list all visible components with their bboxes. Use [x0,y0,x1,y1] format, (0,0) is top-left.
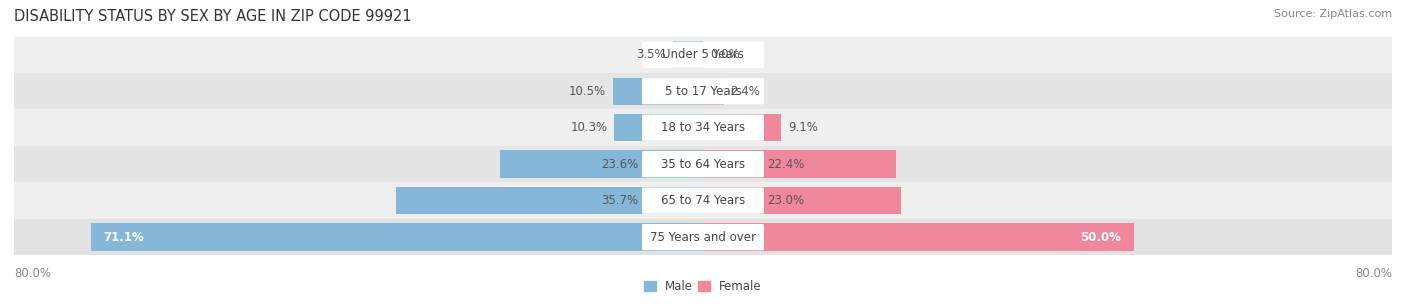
Text: 71.1%: 71.1% [104,231,145,244]
Bar [673,41,703,68]
FancyBboxPatch shape [643,151,763,177]
FancyBboxPatch shape [14,109,1392,146]
Text: 75 Years and over: 75 Years and over [650,231,756,244]
Bar [703,223,1133,251]
Legend: Male, Female: Male, Female [640,275,766,298]
Text: 10.5%: 10.5% [568,85,606,98]
Text: 3.5%: 3.5% [637,48,666,61]
Text: 80.0%: 80.0% [1355,267,1392,280]
Text: 18 to 34 Years: 18 to 34 Years [661,121,745,134]
Text: 5 to 17 Years: 5 to 17 Years [665,85,741,98]
FancyBboxPatch shape [14,73,1392,109]
Text: Under 5 Years: Under 5 Years [662,48,744,61]
Bar [703,114,782,141]
Text: 0.0%: 0.0% [710,48,740,61]
Bar [703,78,724,105]
FancyBboxPatch shape [643,115,763,141]
FancyBboxPatch shape [643,42,763,68]
Text: 23.6%: 23.6% [602,158,638,171]
FancyBboxPatch shape [14,182,1392,219]
FancyBboxPatch shape [14,219,1392,255]
Bar [395,187,703,214]
Text: 22.4%: 22.4% [768,158,806,171]
Bar [703,187,901,214]
Text: 23.0%: 23.0% [768,194,804,207]
Text: 65 to 74 Years: 65 to 74 Years [661,194,745,207]
FancyBboxPatch shape [643,224,763,250]
FancyBboxPatch shape [643,78,763,104]
Text: 80.0%: 80.0% [14,267,51,280]
Text: 9.1%: 9.1% [789,121,818,134]
Text: 35 to 64 Years: 35 to 64 Years [661,158,745,171]
Bar [614,114,703,141]
Bar [91,223,703,251]
FancyBboxPatch shape [14,146,1392,182]
Text: 10.3%: 10.3% [571,121,607,134]
Bar [613,78,703,105]
Bar [499,150,703,178]
FancyBboxPatch shape [643,188,763,214]
Text: DISABILITY STATUS BY SEX BY AGE IN ZIP CODE 99921: DISABILITY STATUS BY SEX BY AGE IN ZIP C… [14,9,412,24]
Text: 35.7%: 35.7% [602,194,638,207]
Text: 2.4%: 2.4% [731,85,761,98]
FancyBboxPatch shape [14,36,1392,73]
Text: Source: ZipAtlas.com: Source: ZipAtlas.com [1274,9,1392,19]
Text: 50.0%: 50.0% [1080,231,1121,244]
Bar [703,150,896,178]
